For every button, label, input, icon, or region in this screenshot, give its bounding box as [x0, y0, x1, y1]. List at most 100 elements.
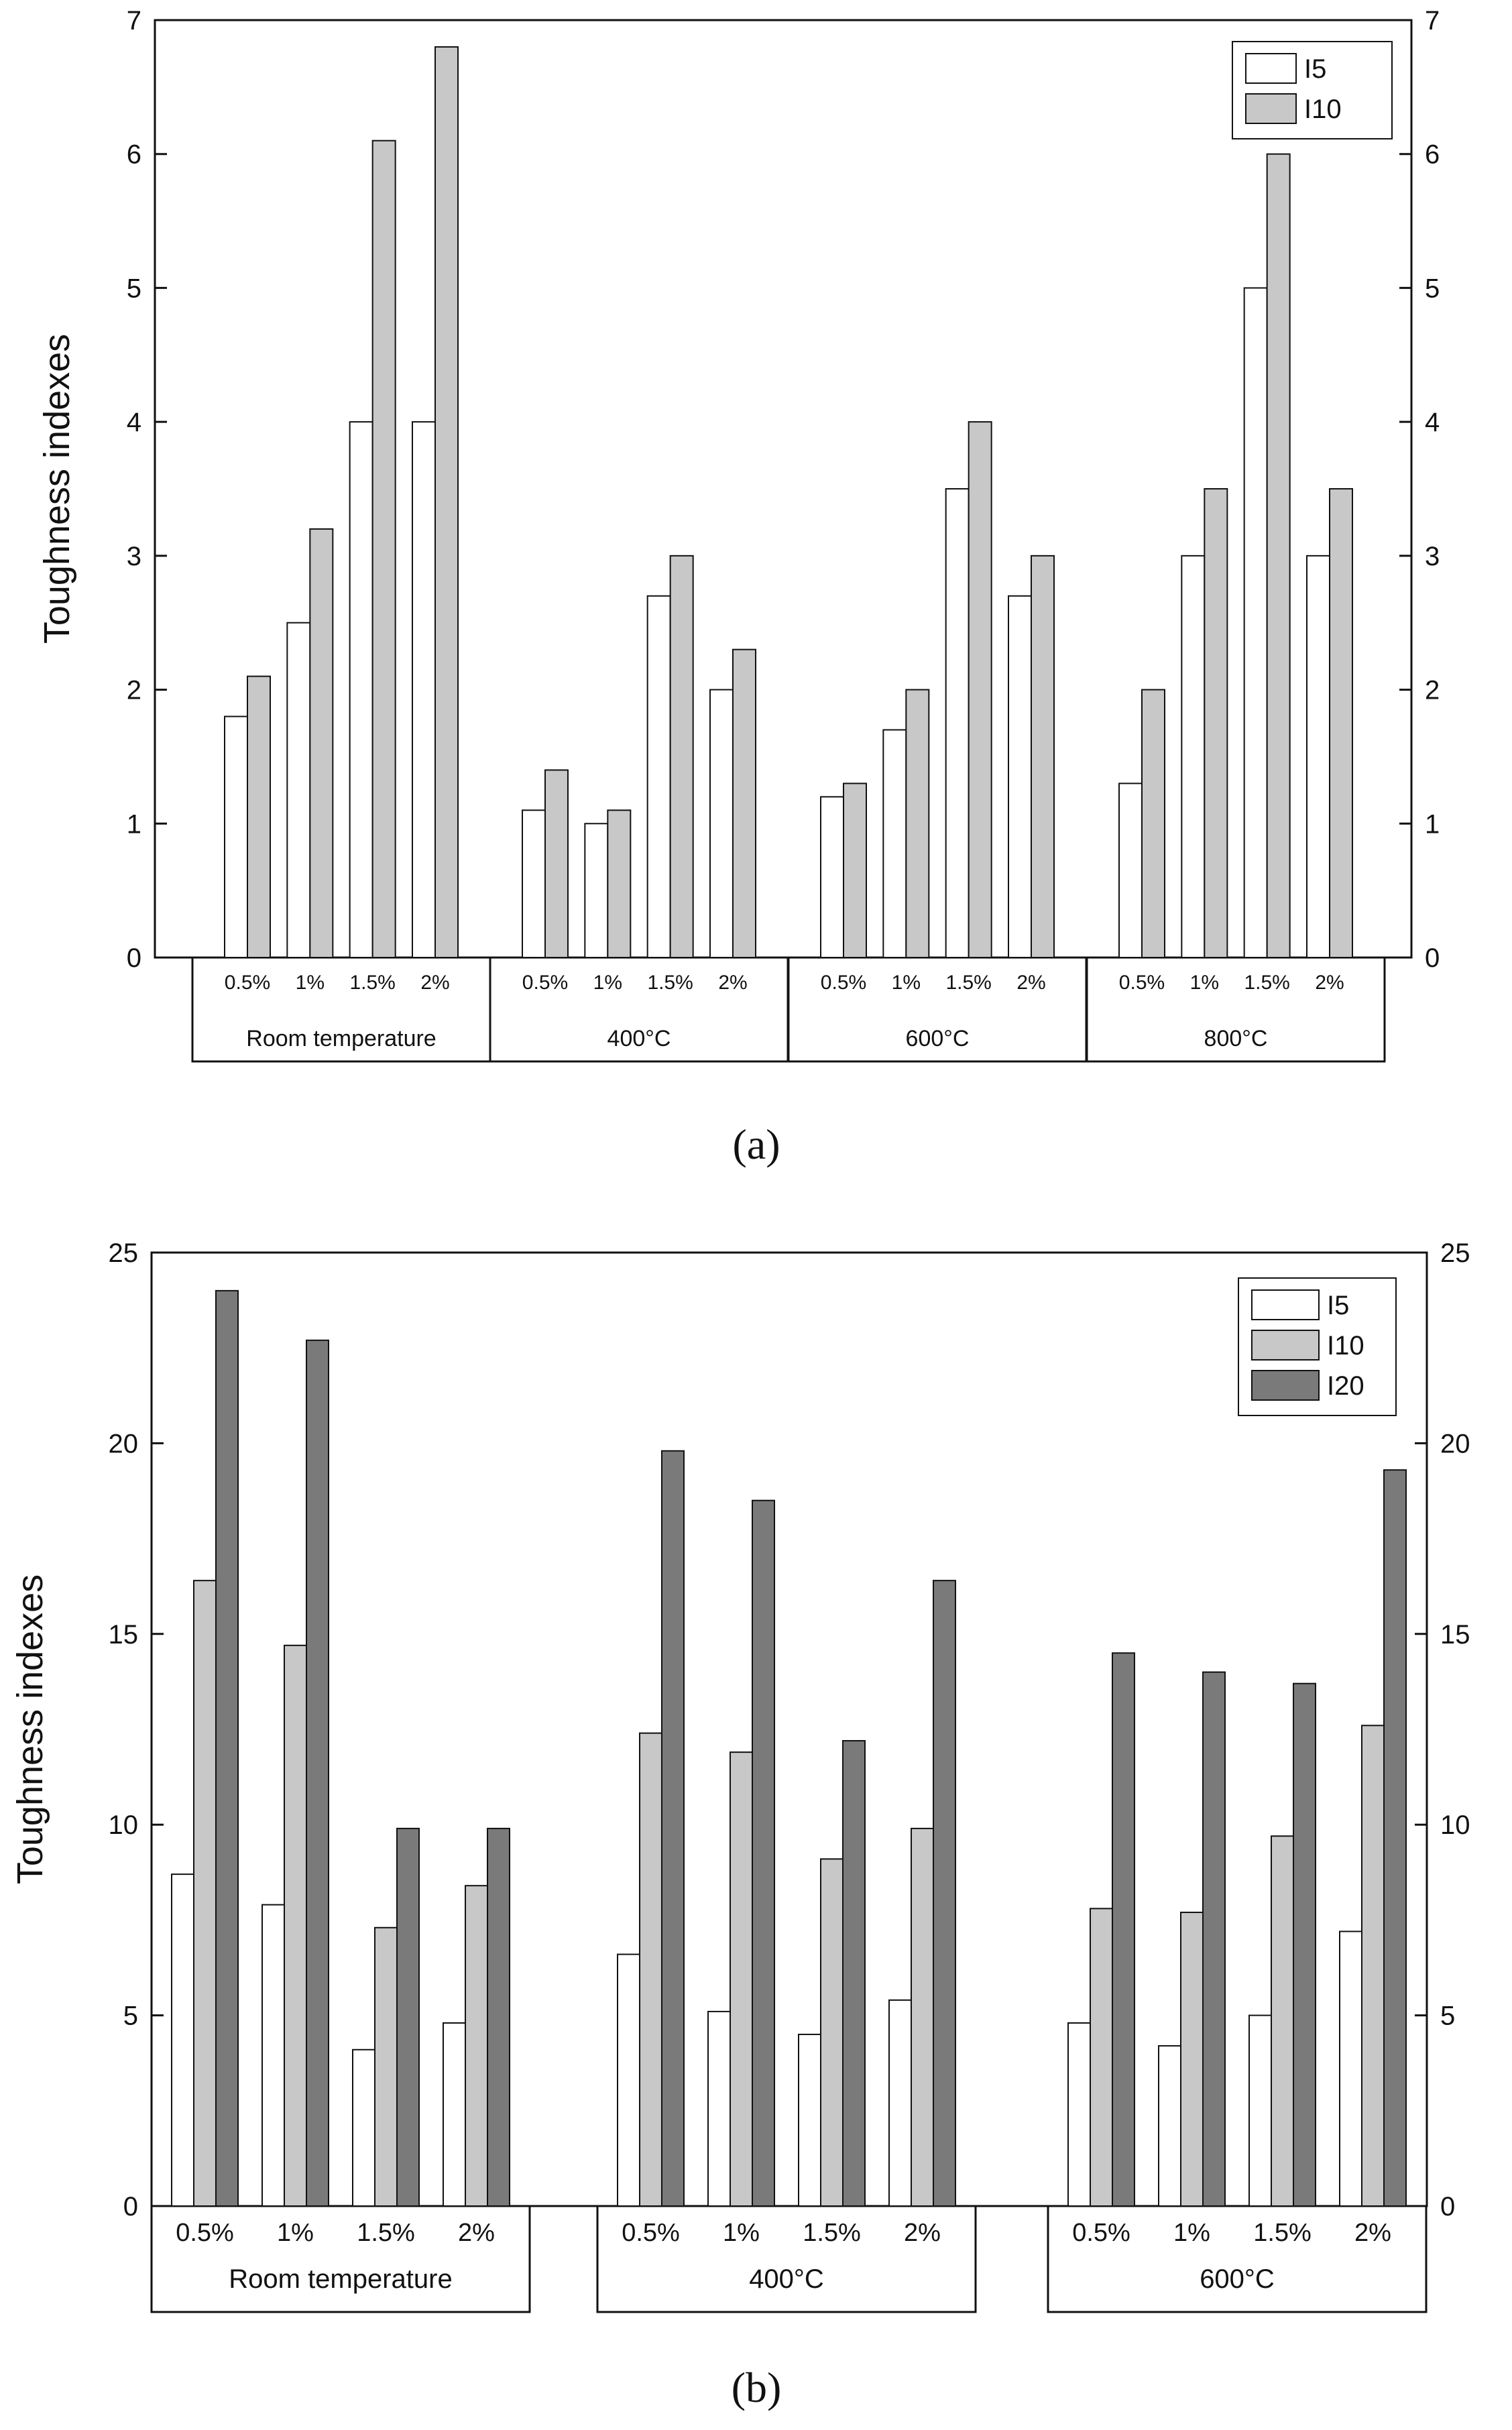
- bar-i20-1-0: [661, 1450, 685, 2207]
- bar-i5-0-0: [171, 1873, 194, 2207]
- legend-swatch-i5: [1245, 53, 1297, 84]
- bar-i5-0-3: [443, 2022, 466, 2207]
- category-label: 1.5%: [357, 2219, 415, 2247]
- y-tick-label-right: 0: [1440, 2192, 1455, 2221]
- legend-swatch-i5: [1251, 1289, 1320, 1320]
- y-tick-label-left: 0: [127, 943, 141, 973]
- y-tick-label-left: 1: [127, 809, 141, 839]
- category-label: 1.5%: [945, 972, 991, 994]
- bar-i10-1-3: [911, 1827, 934, 2207]
- y-tick-label-left: 5: [123, 2002, 138, 2031]
- panel-label: (b): [732, 2364, 782, 2411]
- y-axis-label: Toughness indexes: [37, 334, 77, 644]
- category-label: 1%: [296, 972, 325, 994]
- bar-i20-0-3: [487, 1827, 510, 2207]
- category-label: 1.5%: [349, 972, 395, 994]
- panel-label: (a): [732, 1120, 780, 1168]
- category-label: 2%: [904, 2219, 941, 2247]
- group-label-box: [150, 2205, 531, 2313]
- y-tick-label-left: 25: [109, 1238, 139, 1268]
- category-label: 1%: [1190, 972, 1219, 994]
- bar-i10-3-2: [1266, 153, 1291, 959]
- group-label: 600°C: [906, 1026, 970, 1051]
- bar-i10-2-2: [968, 421, 992, 958]
- group-label: 400°C: [749, 2264, 824, 2294]
- legend-label: I5: [1304, 54, 1326, 84]
- bar-i5-1-1: [707, 2010, 731, 2207]
- bar-i5-1-3: [888, 1999, 912, 2207]
- bar-i20-1-3: [933, 1580, 956, 2207]
- category-label: 1%: [892, 972, 921, 994]
- bar-i10-0-0: [247, 675, 271, 958]
- group-label-box: [1047, 2205, 1428, 2313]
- bar-i5-2-2: [945, 488, 970, 958]
- y-tick-label-left: 6: [127, 140, 141, 170]
- bar-i10-1-1: [730, 1751, 753, 2207]
- y-tick-label-left: 5: [127, 274, 141, 303]
- legend-label: I5: [1327, 1291, 1349, 1320]
- bar-i20-2-0: [1112, 1652, 1135, 2207]
- bar-i5-2-0: [820, 796, 844, 959]
- y-tick-label-right: 5: [1440, 2002, 1455, 2031]
- legend-swatch-i10: [1251, 1330, 1320, 1361]
- legend-label: I20: [1327, 1371, 1364, 1401]
- legend-label: I10: [1304, 95, 1342, 124]
- group-label: Room temperature: [246, 1026, 436, 1051]
- bar-i10-2-0: [1090, 1908, 1113, 2207]
- bar-i10-2-1: [1180, 1912, 1204, 2207]
- bar-i20-2-2: [1293, 1682, 1316, 2207]
- y-tick-label-right: 5: [1425, 274, 1440, 303]
- category-label: 2%: [1315, 972, 1344, 994]
- legend-swatch-i10: [1245, 93, 1297, 124]
- bar-i5-2-2: [1248, 2014, 1272, 2207]
- y-tick-label-right: 6: [1425, 140, 1440, 170]
- bar-i10-0-3: [465, 1885, 488, 2207]
- bar-i5-3-1: [1181, 555, 1206, 958]
- category-label: 1.5%: [1253, 2219, 1312, 2247]
- category-label: 1.5%: [1244, 972, 1289, 994]
- group-label: 800°C: [1204, 1026, 1268, 1051]
- bar-i5-0-2: [352, 2048, 375, 2207]
- category-label: 1%: [1173, 2219, 1210, 2247]
- y-tick-label-right: 4: [1425, 408, 1440, 437]
- legend-swatch-i20: [1251, 1370, 1320, 1401]
- category-label: 1%: [593, 972, 622, 994]
- y-tick-label-right: 25: [1440, 1238, 1470, 1268]
- y-tick-label-right: 0: [1425, 943, 1440, 973]
- group-label: 600°C: [1200, 2264, 1275, 2294]
- category-label: 2%: [458, 2219, 495, 2247]
- bar-i10-3-1: [1204, 488, 1228, 958]
- category-label: 2%: [718, 972, 747, 994]
- y-tick-label-left: 4: [127, 408, 141, 437]
- bar-i10-3-3: [1329, 488, 1353, 958]
- y-tick-label-left: 7: [127, 6, 141, 36]
- bar-i5-2-1: [882, 729, 907, 958]
- bar-i10-3-0: [1141, 689, 1165, 958]
- bar-i10-0-3: [434, 46, 459, 958]
- bar-i20-0-0: [215, 1289, 239, 2207]
- bar-i10-2-1: [905, 689, 930, 958]
- category-label: 0.5%: [821, 972, 866, 994]
- category-label: 2%: [420, 972, 449, 994]
- bar-i5-1-1: [584, 823, 609, 959]
- category-label: 1.5%: [803, 2219, 861, 2247]
- bar-i5-1-0: [617, 1953, 640, 2207]
- bar-i10-1-0: [639, 1732, 662, 2207]
- bar-i10-1-3: [732, 648, 756, 959]
- plot-frame: [150, 1251, 1428, 2207]
- bar-i5-3-2: [1243, 287, 1268, 958]
- group-label-box: [596, 2205, 977, 2313]
- y-tick-label-left: 10: [109, 1810, 139, 1840]
- bar-i10-0-2: [371, 139, 396, 959]
- bar-i5-1-2: [646, 595, 671, 958]
- y-tick-label-left: 0: [123, 2192, 138, 2221]
- bar-i5-2-0: [1067, 2022, 1091, 2207]
- y-tick-label-left: 3: [127, 542, 141, 571]
- bar-i5-1-0: [522, 809, 546, 959]
- y-tick-label-right: 7: [1425, 6, 1440, 36]
- bar-i10-2-3: [1361, 1725, 1385, 2207]
- category-label: 0.5%: [522, 972, 568, 994]
- y-tick-label-left: 20: [109, 1429, 139, 1458]
- category-label: 1.5%: [647, 972, 693, 994]
- bar-i10-0-2: [374, 1926, 398, 2207]
